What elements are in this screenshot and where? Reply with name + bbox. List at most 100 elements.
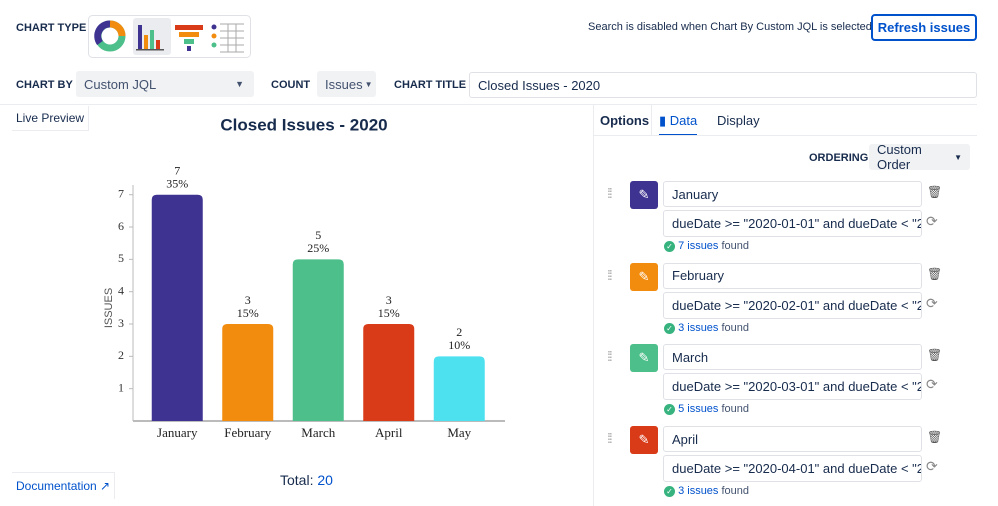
tab-options[interactable]: Options	[600, 113, 650, 128]
issue-unit: issues	[687, 403, 719, 416]
x-tick-label: April	[375, 425, 403, 440]
percent-label: 15%	[237, 306, 259, 320]
delete-icon[interactable]: 🗑	[927, 430, 943, 445]
item-name: February	[672, 268, 725, 284]
item-query: dueDate >= "2020-03-01" and dueDate < "2…	[672, 379, 922, 395]
drag-handle[interactable]: ⁞⁞	[607, 430, 613, 447]
issue-unit: issues	[687, 485, 719, 498]
chart-type-picker[interactable]	[88, 15, 251, 58]
percent-label: 25%	[307, 241, 329, 255]
name-input[interactable]: February	[663, 262, 922, 289]
query-input[interactable]: dueDate >= "2020-03-01" and dueDate < "2…	[663, 373, 922, 401]
ordering-label: ORDERING	[809, 152, 869, 164]
divider	[594, 135, 977, 136]
issues-link[interactable]: 5 issues	[678, 403, 718, 415]
drag-handle[interactable]: ⁞⁞	[607, 348, 613, 365]
issue-unit: issues	[687, 321, 719, 334]
value-label: 2	[456, 325, 462, 339]
y-tick-label: 1	[118, 380, 124, 394]
x-tick-label: May	[447, 425, 471, 440]
drag-handle[interactable]: ⁞⁞	[607, 266, 613, 283]
found-text: ✓ 3 issues found	[664, 485, 750, 498]
delete-icon[interactable]: 🗑	[927, 348, 943, 363]
y-axis-label: ISSUES	[103, 288, 115, 328]
color-swatch[interactable]: ✎	[630, 344, 658, 373]
y-tick-label: 5	[118, 251, 124, 265]
found-word: found	[721, 240, 750, 252]
live-preview-label: Live Preview	[12, 106, 90, 131]
y-tick-label: 2	[118, 348, 124, 362]
item-name: March	[672, 349, 709, 365]
found-word: found	[721, 485, 750, 498]
issues-link[interactable]: 3 issues	[678, 322, 718, 334]
color-swatch[interactable]: ✎	[630, 426, 658, 455]
bar	[151, 194, 203, 421]
delete-icon[interactable]: 🗑	[927, 266, 943, 281]
divider	[593, 104, 594, 506]
ordering-select[interactable]: Custom Order ▼	[869, 142, 970, 172]
chart-type-label: CHART TYPE	[16, 22, 87, 34]
found-text: ✓ 5 issues found	[664, 403, 750, 416]
chart: Closed Issues - 2020 ISSUES 1 2 3 4 5 6 7 Janua…	[103, 115, 505, 440]
drag-handle[interactable]: ⁞⁞	[607, 185, 613, 201]
chart-by-select[interactable]: Custom JQL ▼	[76, 71, 254, 97]
count-select[interactable]: Issues ▼	[317, 71, 376, 97]
found-word: found	[721, 321, 750, 334]
y-tick-label: 7	[118, 186, 124, 200]
percent-label: 35%	[166, 176, 188, 190]
value-label: 5	[315, 228, 321, 242]
found-text: ✓ 7 issues found	[664, 240, 749, 252]
item-query: dueDate >= "2020-01-01" and dueDate < "2…	[672, 216, 922, 231]
refresh-icon[interactable]: ⟳	[926, 458, 938, 475]
color-swatch[interactable]: ✎	[630, 262, 658, 291]
y-tick-label: 6	[118, 219, 124, 233]
query-input[interactable]: dueDate >= "2020-02-01" and dueDate < "2…	[663, 291, 922, 319]
y-tick-label: 4	[118, 283, 124, 297]
found-word: found	[721, 403, 750, 416]
issue-count: 7	[678, 240, 685, 252]
chart-title: Closed Issues - 2020	[220, 115, 387, 134]
search-note: Search is disabled when Chart By Custom …	[588, 21, 872, 33]
delete-icon[interactable]: 🗑	[927, 185, 943, 199]
bar	[433, 356, 485, 421]
issues-link[interactable]: 7 issues	[678, 240, 718, 252]
issue-count: 3	[678, 321, 685, 334]
x-tick-label: March	[301, 425, 335, 440]
query-input[interactable]: dueDate >= "2020-01-01" and dueDate < "2…	[663, 210, 922, 237]
name-input[interactable]: January	[663, 181, 922, 207]
chart-title-input[interactable]: Closed Issues - 2020	[469, 72, 977, 98]
query-input[interactable]: dueDate >= "2020-04-01" and dueDate < "2…	[663, 455, 922, 483]
name-input[interactable]: March	[663, 344, 922, 371]
value-label: 3	[386, 293, 392, 307]
count-label: COUNT	[271, 79, 311, 91]
documentation-text: Documentation	[16, 479, 97, 493]
percent-label: 15%	[378, 306, 400, 320]
tab-data-text: Data	[669, 113, 698, 128]
item-name: January	[672, 186, 719, 202]
total-value: 20	[317, 472, 333, 488]
issues-link[interactable]: 3 issues	[678, 485, 718, 497]
color-swatch[interactable]: ✎	[630, 181, 658, 209]
name-input[interactable]: April	[663, 426, 922, 453]
refresh-icon[interactable]: ⟳	[926, 376, 938, 393]
tab-display[interactable]: Display	[717, 113, 760, 128]
refresh-icon[interactable]: ⟳	[926, 213, 938, 229]
refresh-button[interactable]: Refresh issues	[871, 14, 977, 41]
item-query: dueDate >= "2020-02-01" and dueDate < "2…	[672, 297, 922, 313]
documentation-link[interactable]: Documentation ↗	[12, 472, 116, 499]
bar	[363, 324, 415, 421]
issue-count: 5	[678, 403, 685, 416]
refresh-icon[interactable]: ⟳	[926, 294, 938, 311]
item-name: April	[672, 431, 699, 447]
x-tick-label: January	[157, 425, 198, 440]
bar	[292, 259, 344, 421]
chart-title-label: CHART TITLE	[394, 79, 467, 91]
chart-title-value: Closed Issues - 2020	[478, 77, 601, 93]
item-query: dueDate >= "2020-04-01" and dueDate < "2…	[672, 461, 922, 477]
tab-data[interactable]: ▮ Data	[659, 113, 698, 136]
divider	[0, 104, 977, 105]
bar	[222, 324, 274, 421]
value-label: 3	[245, 293, 251, 307]
chart-by-label: CHART BY	[16, 79, 73, 91]
